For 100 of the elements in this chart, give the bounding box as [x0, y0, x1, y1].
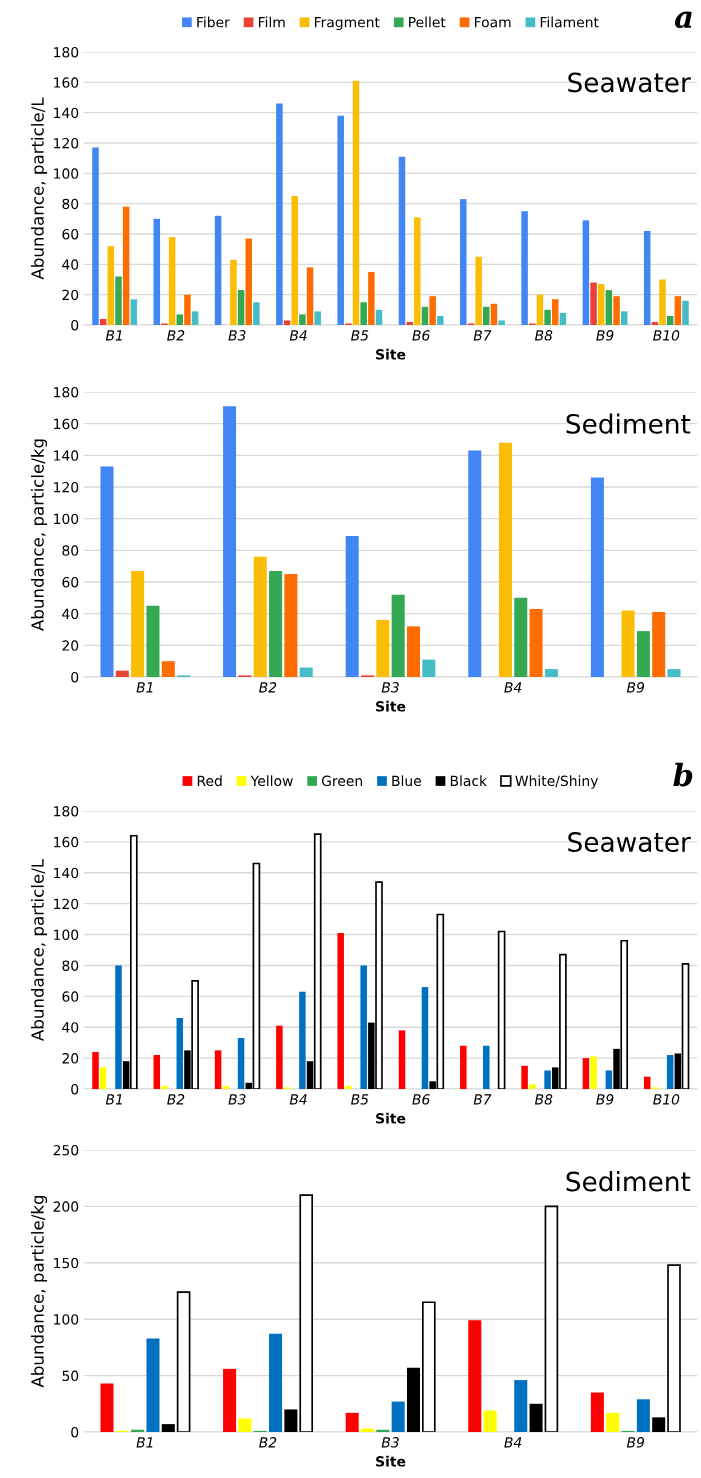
bar [99, 318, 107, 325]
bar [115, 276, 122, 325]
y-tick-label: 0 [71, 1426, 79, 1438]
x-axis-title: Site [376, 348, 406, 360]
bar [636, 631, 650, 677]
bar [652, 612, 666, 677]
bar [544, 669, 558, 677]
bar [597, 284, 605, 325]
x-axis-title: Site [376, 1112, 406, 1124]
bar [613, 296, 620, 325]
legend-label: Black [450, 775, 488, 787]
y-tick-label: 120 [54, 137, 79, 149]
bar [214, 215, 222, 325]
annotation: Sediment [566, 1171, 691, 1192]
bar [514, 597, 528, 677]
bar [283, 320, 291, 325]
bar [590, 477, 604, 677]
annotation: Sediment [566, 413, 691, 434]
y-tick-label: 40 [62, 1022, 79, 1033]
y-tick-label: 100 [54, 168, 79, 179]
bar [498, 442, 512, 677]
bar [460, 199, 467, 325]
bar [107, 246, 115, 325]
x-axis-title: Site [376, 1455, 406, 1467]
y-tick-label: 180 [54, 805, 79, 817]
bar [168, 237, 176, 325]
bar [483, 306, 490, 325]
legend-label: Foam [475, 17, 511, 28]
x-tick-label: B4 [289, 330, 307, 341]
bar [92, 1051, 99, 1089]
bar [291, 196, 298, 325]
bar [161, 1085, 168, 1089]
bar [406, 626, 420, 677]
bar [544, 1070, 551, 1089]
bar [636, 1399, 650, 1432]
bar [122, 206, 130, 325]
bar [544, 1205, 559, 1432]
bar [131, 1429, 145, 1432]
bar [100, 1383, 114, 1432]
y-tick-label: 20 [62, 289, 79, 301]
bar [398, 1030, 406, 1089]
y-tick-label: 200 [53, 1201, 79, 1212]
bar [643, 230, 651, 325]
x-tick-label: B4 [289, 1094, 307, 1105]
bar [184, 294, 191, 325]
bar [245, 238, 252, 325]
bar [497, 930, 506, 1089]
bar [238, 1418, 252, 1432]
y-tick-label: 160 [54, 77, 79, 88]
x-tick-label: B1 [105, 330, 122, 341]
legend-label: Film [258, 16, 285, 28]
x-tick-label: B3 [381, 1437, 399, 1448]
bar [223, 1368, 237, 1432]
bar [421, 987, 429, 1089]
x-tick-label: B5 [351, 330, 369, 341]
y-tick-label: 80 [62, 960, 79, 971]
bar [666, 315, 674, 325]
legend-label: Fiber [197, 16, 230, 28]
y-tick-label: 60 [62, 576, 79, 588]
bar [299, 991, 306, 1089]
y-tick-label: 0 [71, 1083, 79, 1095]
x-tick-label: B10 [653, 330, 680, 341]
annotation: Seawater [568, 72, 691, 93]
legend-label: Filament [540, 16, 599, 28]
x-tick-label: B3 [381, 682, 399, 693]
y-tick-label: 40 [62, 259, 79, 270]
x-tick-label: B1 [136, 682, 153, 693]
y-tick-label: 180 [54, 386, 79, 398]
bar [299, 314, 306, 325]
x-tick-label: B1 [105, 1094, 122, 1105]
x-tick-label: B9 [596, 1094, 614, 1105]
x-tick-label: B9 [626, 1437, 645, 1448]
bar [651, 321, 659, 325]
bar [345, 1412, 359, 1432]
bar [667, 1264, 681, 1432]
bar [146, 1338, 160, 1432]
bar [667, 669, 681, 677]
bar [468, 1320, 482, 1432]
bar [345, 1085, 352, 1089]
bar [483, 1045, 490, 1089]
bar [606, 1412, 620, 1432]
annotation: Seawater [568, 832, 691, 853]
bar [422, 659, 436, 677]
y-axis-title: Abundance, particle/L [30, 97, 48, 280]
text: a [674, 11, 692, 29]
x-tick-label: B5 [351, 1094, 369, 1105]
bar [559, 312, 567, 325]
x-tick-label: B2 [259, 682, 277, 693]
x-tick-label: B2 [259, 1437, 277, 1448]
bar [398, 156, 406, 325]
bar [605, 1070, 613, 1089]
bar [391, 594, 405, 677]
legend-label: Fragment [314, 17, 380, 31]
x-tick-label: B7 [473, 330, 492, 341]
x-axis-title: Site [376, 700, 406, 712]
y-tick-label: 100 [54, 513, 79, 525]
bar [253, 302, 260, 325]
bar [529, 608, 543, 677]
bar [605, 290, 613, 325]
y-tick-label: 160 [54, 836, 79, 848]
